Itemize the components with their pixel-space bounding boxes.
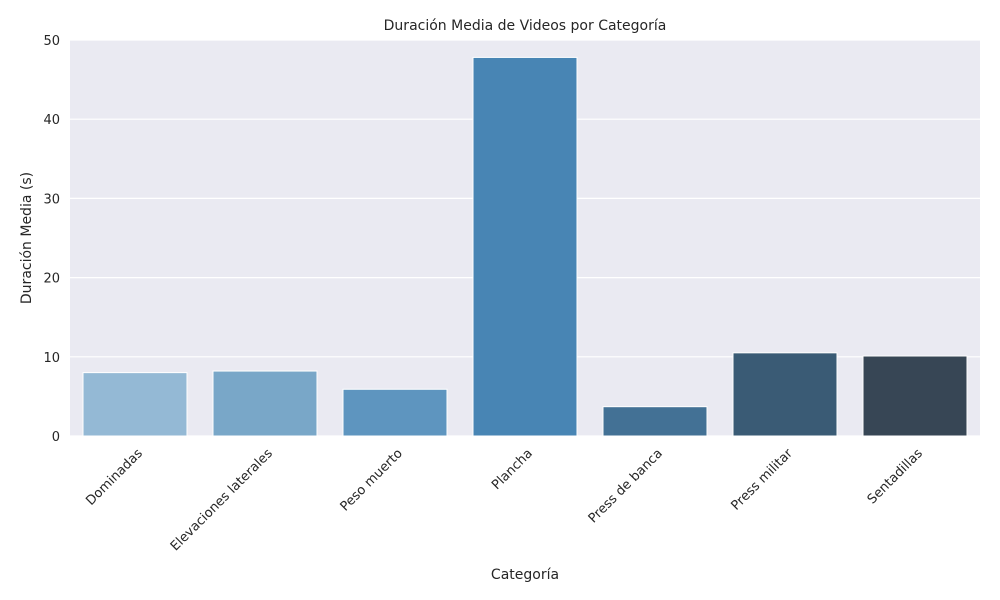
y-tick-label: 10: [43, 351, 60, 366]
y-tick-labels: 0 10 20 30 40 50: [43, 34, 60, 445]
x-tick-label: Sentadillas: [865, 446, 926, 507]
y-tick-label: 50: [43, 34, 60, 49]
bar: [342, 388, 448, 437]
x-tick-label: Peso muerto: [338, 446, 406, 514]
x-tick-label: Press de banca: [586, 446, 666, 526]
bar: [82, 372, 188, 437]
y-tick-label: 0: [52, 430, 60, 445]
x-axis-label: Categoría: [491, 567, 559, 583]
y-tick-label: 30: [43, 192, 60, 207]
chart-title: Duración Media de Videos por Categoría: [384, 18, 667, 34]
y-axis-label: Duración Media (s): [19, 172, 35, 304]
bar: [602, 406, 708, 437]
bars: [82, 56, 968, 437]
bar: [732, 352, 838, 437]
y-tick-label: 40: [43, 113, 60, 128]
bar: [472, 56, 578, 437]
x-tick-label: Press militar: [728, 446, 796, 514]
x-tick-label: Elevaciones laterales: [168, 446, 276, 554]
x-tick-labels: Dominadas Elevaciones laterales Peso muert…: [83, 446, 926, 554]
bar: [862, 355, 968, 437]
x-tick-label: Dominadas: [83, 446, 146, 509]
y-tick-label: 20: [43, 272, 60, 287]
bar: [212, 370, 318, 437]
x-tick-label: Plancha: [489, 446, 536, 493]
